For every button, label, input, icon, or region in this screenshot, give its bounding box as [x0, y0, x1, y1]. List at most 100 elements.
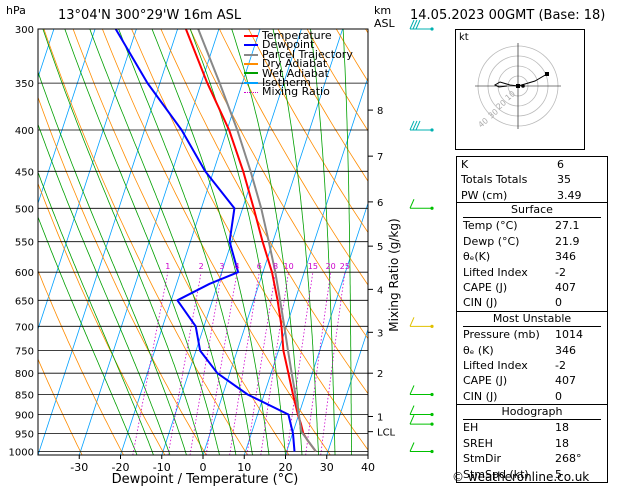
mixing-ratio-line — [286, 272, 314, 455]
dry-adiabat-line — [277, 29, 368, 182]
wind-barb-dot — [430, 128, 434, 132]
location-title: 13°04'N 300°29'W 16m ASL — [58, 8, 242, 23]
hodograph-stats-row: SREH 18 — [463, 436, 569, 450]
mixing-ratio-line — [305, 272, 332, 455]
km-tick-label: 6 — [377, 198, 383, 209]
mixing-ratio-label: 3 — [219, 262, 224, 271]
km-tick-label: 7 — [377, 152, 383, 163]
legend-label: Dewpoint — [262, 38, 315, 52]
dry-adiabat-line — [219, 29, 368, 286]
dry-adiabat-line — [160, 29, 368, 395]
mixing-ratio-line — [320, 272, 346, 455]
mixing-ratio-line — [132, 272, 169, 455]
dry-adiabat-line — [248, 29, 368, 234]
km-tick-label: LCL — [377, 428, 396, 439]
surface-row: Dewp (°C) 21.9 — [463, 234, 580, 248]
dry-adiabat-line — [189, 29, 368, 340]
hpa-label: hPa — [6, 4, 26, 17]
legend-label: Isotherm — [262, 76, 311, 90]
legend-label: Parcel Trajectory — [262, 47, 353, 61]
hodograph: kt 10 20 30 40 — [455, 29, 585, 150]
isotherm-line — [326, 327, 368, 455]
dry-adiabat-line — [72, 29, 290, 455]
mixing-ratio-line — [229, 272, 260, 455]
surface-row: Temp (°C) 27.1 — [463, 219, 580, 233]
pressure-tick-label: 700 — [15, 322, 34, 333]
wind-barb-dot — [430, 412, 434, 417]
km-tick-label: 2 — [377, 369, 383, 380]
pressure-tick-label: 900 — [15, 411, 34, 422]
legend: Temperature Dewpoint Parcel Trajectory Dry … — [244, 30, 353, 99]
legend-swatch — [244, 34, 258, 37]
wet-adiabat-line — [64, 29, 220, 455]
stats-row-pw: PW (cm) 3.49 — [461, 188, 582, 202]
legend-swatch — [244, 62, 258, 65]
pressure-tick-label: 600 — [15, 268, 34, 279]
pressure-tick-label: 800 — [15, 369, 34, 380]
dry-adiabat-line — [38, 269, 124, 455]
legend-swatch — [244, 72, 258, 75]
hodograph-storm-marker — [521, 84, 525, 88]
pressure-tick-label: 550 — [15, 238, 34, 249]
most-unstable-row: CAPE (J) 407 — [463, 374, 576, 388]
wet-adiabat-line — [42, 29, 204, 455]
mixing-ratio-line — [260, 272, 289, 455]
legend-label: Mixing Ratio — [262, 85, 330, 99]
x-tick-label: 10 — [237, 461, 251, 474]
x-tick-label: 0 — [200, 461, 207, 474]
wind-barb-feather — [412, 19, 418, 30]
pressure-tick-label: 850 — [15, 391, 34, 402]
dry-adiabat-line — [131, 29, 368, 451]
surface-row: CAPE (J) 407 — [463, 280, 576, 294]
legend-item: Parcel Trajectory — [244, 47, 353, 61]
surface-title: Surface — [511, 203, 553, 216]
wind-barb-dot — [430, 324, 434, 328]
km-label: km — [374, 4, 392, 17]
x-tick-label: 20 — [279, 461, 293, 474]
hodograph-origin-marker — [516, 84, 520, 88]
mixing-ratio-label: 4 — [235, 262, 240, 271]
pressure-tick-label: 950 — [15, 430, 34, 441]
wind-barb-feather — [409, 199, 415, 209]
hodograph-kt-label: kt — [459, 32, 469, 43]
mixing-ratio-label: 2 — [199, 262, 204, 271]
wet-adiabat-line — [151, 29, 270, 455]
isotherm-line — [38, 29, 96, 205]
wet-adiabat-line — [367, 402, 368, 455]
surface-section: Temp (°C) 27.1 Dewp (°C) 21.9 θₑ(K) 346 Lif… — [463, 217, 601, 310]
wet-adiabat-line — [342, 29, 352, 455]
wet-adiabat-line — [38, 171, 154, 455]
chart-axes: 1 2 3 4 6 8 10 15 20 2530035040045050055060065070… — [9, 25, 396, 474]
legend-item: Temperature — [244, 30, 353, 41]
most-unstable-title: Most Unstable — [457, 310, 607, 326]
wet-adiabat-line — [310, 29, 336, 455]
pressure-tick-label: 500 — [15, 204, 34, 215]
hodograph-stats-row: EH 18 — [463, 421, 569, 435]
wind-barb-feather — [409, 414, 415, 425]
km-tick-label: 5 — [377, 242, 383, 253]
hodograph-stats-row: StmDir 268° — [463, 452, 582, 466]
mixing-ratio-label: 20 — [326, 262, 336, 271]
mixing-ratio-label: 1 — [165, 262, 170, 271]
legend-item: Wet Adiabat — [244, 67, 353, 79]
wet-adiabat-line — [38, 123, 171, 455]
wind-barb-dot — [430, 449, 434, 454]
datetime-title: 14.05.2023 00GMT (Base: 18) — [410, 8, 606, 23]
dry-adiabat-line — [43, 29, 248, 455]
legend-label: Dry Adiabat — [262, 57, 328, 71]
legend-swatch — [244, 53, 258, 56]
x-tick-label: -10 — [153, 461, 171, 474]
wind-barb-dot — [430, 27, 434, 31]
most-unstable-row: θₑ (K) 346 — [463, 343, 576, 357]
chart-series — [114, 29, 317, 453]
wind-barb-dot — [430, 392, 434, 397]
legend-item: Dewpoint — [244, 38, 353, 52]
surface-row: θₑ(K) 346 — [463, 250, 576, 264]
wind-barb-feather — [409, 120, 415, 131]
pressure-tick-label: 450 — [15, 167, 34, 178]
parameters-table: Surface Temp (°C) 27.1 Dewp (°C) 21.9 θₑ(K… — [456, 202, 608, 484]
wet-adiabat-line — [272, 29, 319, 455]
dry-adiabat-line — [38, 182, 166, 455]
